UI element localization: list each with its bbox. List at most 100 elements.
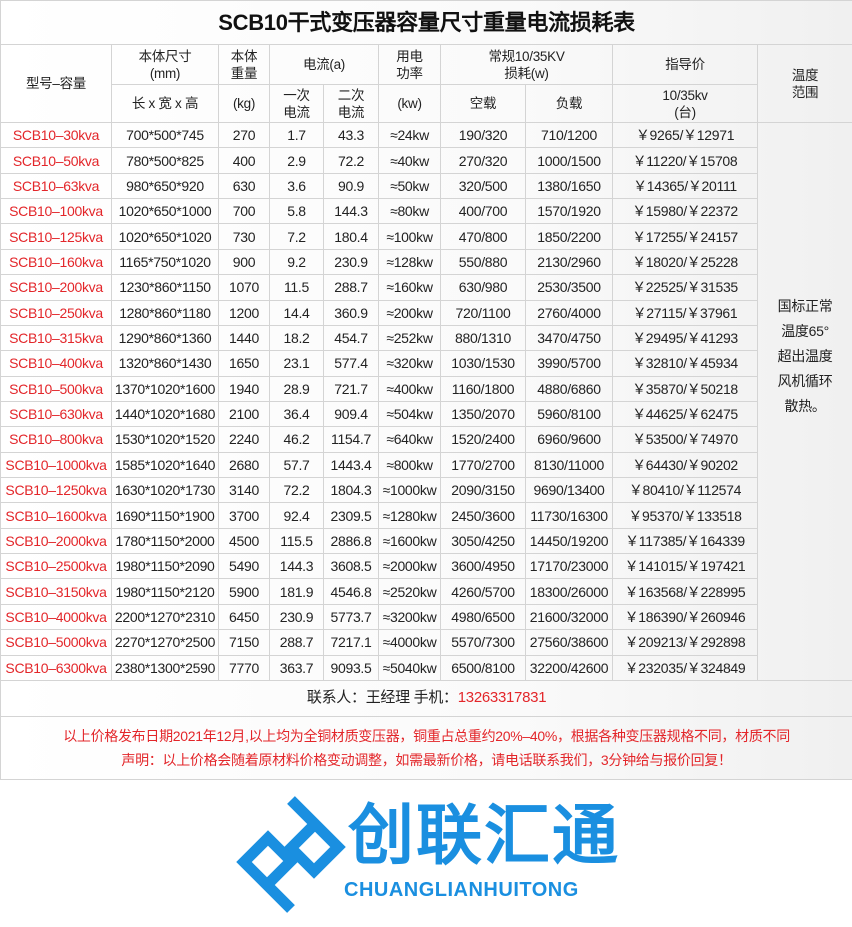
cell-price: ￥80410/￥112574 (613, 478, 758, 503)
cell-dimensions: 1630*1020*1730 (112, 478, 219, 503)
cell-power: ≈1000kw (379, 478, 441, 503)
cell-model: SCB10–5000kva (1, 630, 112, 655)
cell-load-loss: 2530/3500 (526, 275, 613, 300)
cell-weight: 2100 (219, 401, 270, 426)
cell-model: SCB10–50kva (1, 148, 112, 173)
cell-dimensions: 1980*1150*2120 (112, 579, 219, 604)
cell-primary-current: 46.2 (270, 427, 324, 452)
cell-weight: 900 (219, 249, 270, 274)
logo-icon (236, 792, 346, 917)
cell-dimensions: 700*500*745 (112, 123, 219, 148)
cell-primary-current: 363.7 (270, 655, 324, 680)
cell-dimensions: 1980*1150*2090 (112, 554, 219, 579)
cell-weight: 2240 (219, 427, 270, 452)
header-power-unit: (kw) (379, 85, 441, 123)
temperature-note-line: 超出温度 (758, 344, 852, 369)
cell-secondary-current: 3608.5 (324, 554, 379, 579)
page-title: SCB10干式变压器容量尺寸重量电流损耗表 (1, 1, 852, 45)
cell-model: SCB10–63kva (1, 173, 112, 198)
cell-power: ≈252kw (379, 325, 441, 350)
cell-noload-loss: 720/1100 (441, 300, 526, 325)
header-noload: 空载 (441, 85, 526, 123)
cell-primary-current: 72.2 (270, 478, 324, 503)
cell-dimensions: 980*650*920 (112, 173, 219, 198)
cell-model: SCB10–200kva (1, 275, 112, 300)
cell-model: SCB10–250kva (1, 300, 112, 325)
cell-price: ￥18020/￥25228 (613, 249, 758, 274)
cell-weight: 270 (219, 123, 270, 148)
cell-secondary-current: 180.4 (324, 224, 379, 249)
cell-load-loss: 2130/2960 (526, 249, 613, 274)
cell-load-loss: 11730/16300 (526, 503, 613, 528)
logo-text-cn: 创联汇通 (348, 796, 620, 876)
cell-price: ￥232035/￥324849 (613, 655, 758, 680)
cell-secondary-current: 1804.3 (324, 478, 379, 503)
cell-weight: 3700 (219, 503, 270, 528)
cell-secondary-current: 90.9 (324, 173, 379, 198)
cell-noload-loss: 1160/1800 (441, 376, 526, 401)
cell-weight: 7150 (219, 630, 270, 655)
header-temp: 温度范围 (758, 45, 852, 123)
cell-noload-loss: 1030/1530 (441, 351, 526, 376)
cell-price: ￥17255/￥24157 (613, 224, 758, 249)
cell-primary-current: 2.9 (270, 148, 324, 173)
cell-noload-loss: 320/500 (441, 173, 526, 198)
cell-load-loss: 8130/11000 (526, 452, 613, 477)
cell-dimensions: 1280*860*1180 (112, 300, 219, 325)
cell-load-loss: 9690/13400 (526, 478, 613, 503)
cell-price: ￥32810/￥45934 (613, 351, 758, 376)
cell-primary-current: 36.4 (270, 401, 324, 426)
cell-primary-current: 92.4 (270, 503, 324, 528)
header-current: 电流(a) (270, 45, 379, 85)
cell-power: ≈400kw (379, 376, 441, 401)
cell-power: ≈100kw (379, 224, 441, 249)
cell-weight: 700 (219, 199, 270, 224)
cell-weight: 5900 (219, 579, 270, 604)
cell-price: ￥141015/￥197421 (613, 554, 758, 579)
cell-secondary-current: 72.2 (324, 148, 379, 173)
cell-secondary-current: 9093.5 (324, 655, 379, 680)
cell-dimensions: 1165*750*1020 (112, 249, 219, 274)
header-model: 型号–容量 (1, 45, 112, 123)
cell-weight: 7770 (219, 655, 270, 680)
cell-model: SCB10–2000kva (1, 528, 112, 553)
cell-price: ￥27115/￥37961 (613, 300, 758, 325)
cell-weight: 1070 (219, 275, 270, 300)
cell-noload-loss: 470/800 (441, 224, 526, 249)
cell-price: ￥95370/￥133518 (613, 503, 758, 528)
header-weight: 本体重量 (219, 45, 270, 85)
cell-dimensions: 2380*1300*2590 (112, 655, 219, 680)
cell-model: SCB10–1250kva (1, 478, 112, 503)
contact-info: 联系人：王经理 手机：13263317831 (1, 680, 852, 716)
cell-dimensions: 1690*1150*1900 (112, 503, 219, 528)
cell-weight: 630 (219, 173, 270, 198)
cell-weight: 1940 (219, 376, 270, 401)
cell-power: ≈80kw (379, 199, 441, 224)
cell-secondary-current: 1154.7 (324, 427, 379, 452)
cell-weight: 3140 (219, 478, 270, 503)
cell-dimensions: 1585*1020*1640 (112, 452, 219, 477)
cell-power: ≈1280kw (379, 503, 441, 528)
cell-model: SCB10–160kva (1, 249, 112, 274)
cell-noload-loss: 270/320 (441, 148, 526, 173)
cell-model: SCB10–1000kva (1, 452, 112, 477)
transformer-spec-table: SCB10干式变压器容量尺寸重量电流损耗表 型号–容量 本体尺寸(mm) 本体重… (0, 0, 852, 780)
cell-noload-loss: 190/320 (441, 123, 526, 148)
header-current2: 二次电流 (324, 85, 379, 123)
